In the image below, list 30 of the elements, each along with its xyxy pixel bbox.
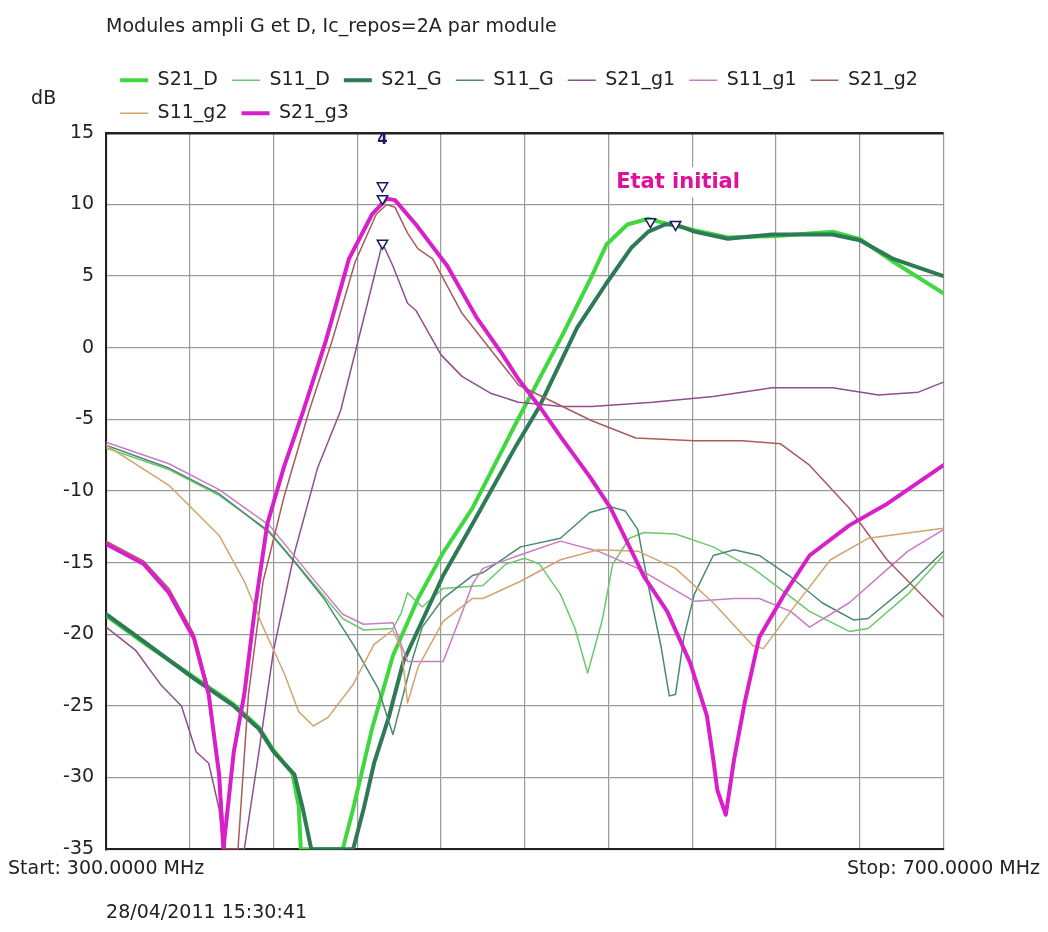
y-tick-label: -15 bbox=[63, 549, 95, 572]
legend-label: S11_G bbox=[493, 67, 554, 91]
legend-label: S11_g1 bbox=[726, 67, 797, 91]
y-tick-label: 5 bbox=[82, 263, 95, 286]
y-tick-label: 15 bbox=[69, 119, 95, 142]
legend-label: S21_g2 bbox=[848, 67, 918, 91]
annotation: 4 bbox=[377, 129, 388, 148]
y-tick-label: -10 bbox=[63, 477, 95, 500]
text: 28/04/2011 15:30:41 bbox=[106, 900, 307, 922]
point bbox=[376, 194, 389, 206]
legend-label: S21_G bbox=[381, 67, 442, 91]
point bbox=[376, 182, 389, 193]
annotation: Etat initial bbox=[616, 168, 740, 193]
y-tick-label: 0 bbox=[82, 334, 95, 357]
y-tick-label: -20 bbox=[63, 621, 95, 644]
y-tick-label: -30 bbox=[63, 764, 95, 787]
legend-label: S11_D bbox=[269, 67, 330, 91]
legend-label: S11_g2 bbox=[157, 100, 228, 124]
point bbox=[376, 239, 389, 250]
y-axis-title: dB bbox=[31, 85, 57, 108]
y-tick-label: -25 bbox=[63, 692, 95, 715]
legend-label: S21_g1 bbox=[605, 67, 676, 91]
point bbox=[669, 220, 682, 232]
chart-title: Modules ampli G et D, Ic_repos=2A par module bbox=[106, 14, 557, 38]
point bbox=[644, 217, 657, 229]
x-tick-label: Stop: 700.0000 MHz bbox=[847, 855, 1041, 878]
legend-label: S21_D bbox=[157, 67, 218, 91]
y-tick-label: -5 bbox=[75, 406, 95, 429]
y-tick-label: 10 bbox=[69, 191, 95, 214]
legend-label: S21_g3 bbox=[278, 100, 349, 124]
